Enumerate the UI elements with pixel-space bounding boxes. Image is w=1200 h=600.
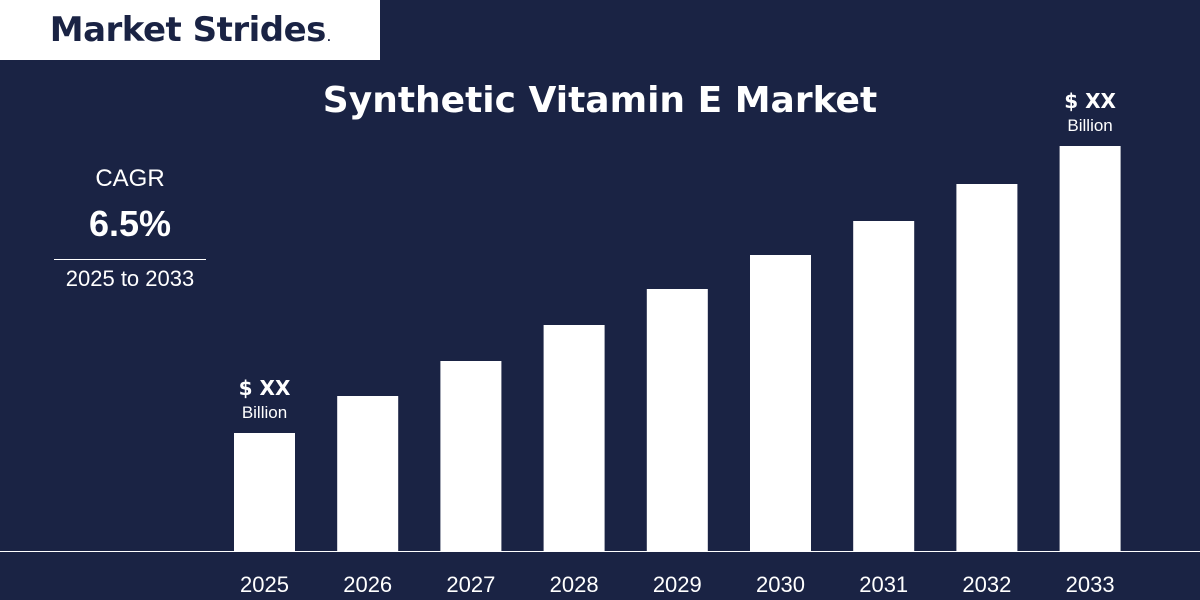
x-tick-label-2029: 2029 bbox=[653, 572, 702, 597]
unit-label-2033: Billion bbox=[1067, 116, 1112, 135]
bar-2033 bbox=[1059, 146, 1121, 551]
bar-2028 bbox=[543, 325, 605, 551]
cagr-summary: CAGR 6.5% 2025 to 2033 bbox=[50, 165, 210, 292]
x-tick-label-2026: 2026 bbox=[343, 572, 392, 597]
brand-name: Market Strides. bbox=[49, 10, 331, 50]
chart-title: Synthetic Vitamin E Market bbox=[322, 80, 878, 121]
cagr-value: 6.5% bbox=[88, 203, 172, 244]
brand-mark: . bbox=[326, 33, 331, 44]
bar-2030 bbox=[750, 255, 811, 551]
bar-2032 bbox=[956, 184, 1018, 551]
cagr-label: CAGR bbox=[95, 165, 165, 192]
x-tick-label-2033: 2033 bbox=[1066, 572, 1115, 597]
value-label-2033: $ XX bbox=[1064, 89, 1116, 113]
brand-logo: Market Strides. bbox=[0, 0, 380, 60]
cagr-period: 2025 to 2033 bbox=[65, 266, 195, 291]
value-label-2025: $ XX bbox=[239, 376, 291, 400]
x-tick-label-2027: 2027 bbox=[446, 572, 495, 597]
bar-2031 bbox=[853, 221, 915, 551]
bar-2025 bbox=[234, 433, 295, 551]
x-tick-label-2032: 2032 bbox=[962, 572, 1011, 597]
x-tick-label-2028: 2028 bbox=[550, 572, 599, 597]
x-tick-label-2031: 2031 bbox=[859, 572, 908, 597]
bar-2027 bbox=[440, 361, 502, 551]
cagr-divider bbox=[54, 259, 206, 260]
unit-label-2025: Billion bbox=[242, 403, 287, 422]
x-tick-label-2030: 2030 bbox=[756, 572, 805, 597]
bar-2029 bbox=[646, 289, 708, 551]
x-tick-label-2025: 2025 bbox=[240, 572, 289, 597]
bar-2026 bbox=[337, 396, 399, 551]
